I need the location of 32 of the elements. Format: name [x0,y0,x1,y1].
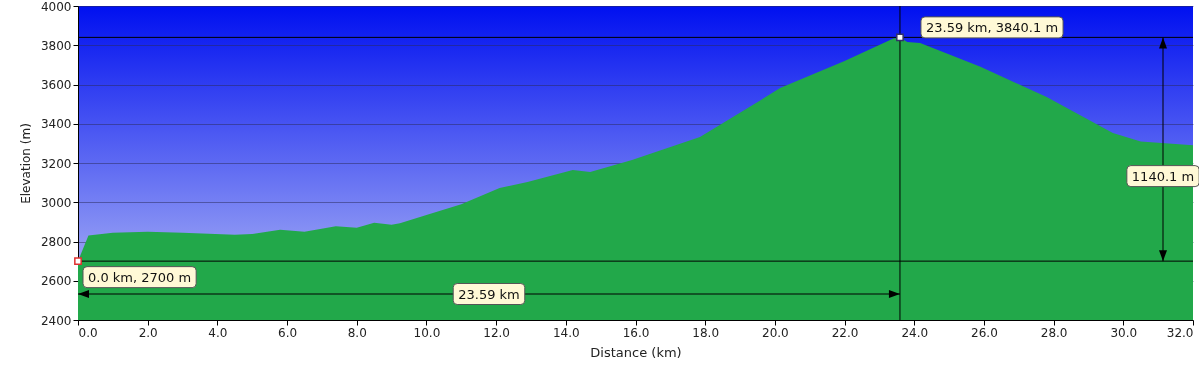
y-tick-label: 2600 [40,274,72,289]
x-tick-label: 26.0 [971,325,998,340]
x-tick-label: 20.0 [762,325,789,340]
x-tick-label: 2.0 [138,325,158,340]
y-axis-title: Elevation (m) [18,123,33,204]
y-tick-label: 2400 [40,313,72,328]
x-tick-label: 4.0 [208,325,228,340]
x-tick-label: 16.0 [622,325,650,340]
y-tick-label: 3000 [40,195,72,210]
x-tick-label: 24.0 [901,325,929,340]
y-tick-label: 2800 [40,235,72,249]
x-tick-label: 10.0 [413,325,441,340]
x-axis-title: Distance (km) [590,344,682,360]
x-tick-label: 12.0 [483,325,510,340]
annotation: 0.0 km, 2700 m [88,269,192,285]
y-tick-label: 3800 [40,38,72,53]
x-tick-label: 8.0 [347,325,367,340]
x-tick-label: 18.0 [692,325,720,340]
x-tick-label: 6.0 [278,325,298,340]
annotation: 23.59 km, 3840.1 m [925,19,1059,35]
x-tick-label: 0.0 [78,325,98,340]
annotation: 23.59 km [458,286,520,302]
y-tick-label: 3600 [40,78,72,92]
x-tick-label: 28.0 [1040,325,1068,340]
y-tick-label: 3200 [40,156,72,171]
x-tick-label: 22.0 [831,325,859,340]
x-tick-label: 32.0 [1166,325,1194,340]
annotation: 1140.1 m [1131,168,1195,184]
y-tick-label: 3400 [40,117,72,132]
y-tick-label: 4000 [40,0,72,14]
x-tick-label: 30.0 [1110,325,1138,340]
x-tick-label: 14.0 [552,325,580,340]
